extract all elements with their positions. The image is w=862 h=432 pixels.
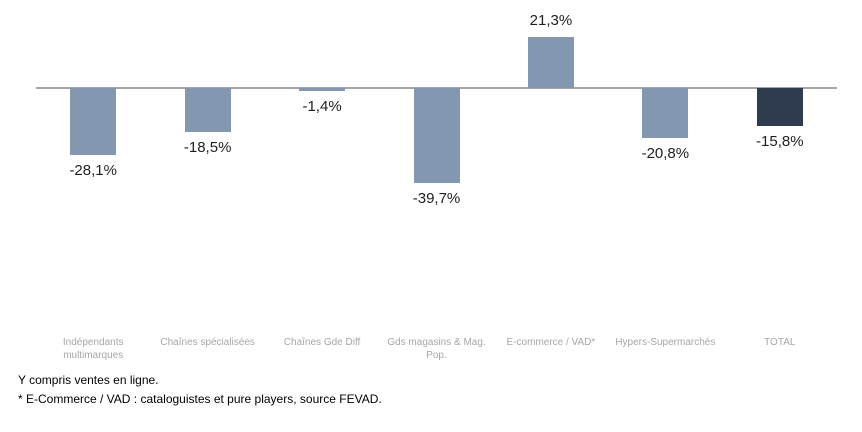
category-label-chaines-specialisees: Chaînes spécialisées — [160, 337, 255, 348]
category-label-hypers-supermarches: Hypers-Supermarchés — [615, 337, 716, 348]
category-label-e-commerce-vad: E-commerce / VAD* — [506, 337, 596, 348]
bar-chaines-specialisees — [184, 88, 231, 133]
footnote-line-1: Y compris ventes en ligne. — [18, 373, 159, 387]
value-label-hypers-supermarches: -20,8% — [641, 144, 690, 162]
category-axis: Indépendants multimarques Chaînes spécial… — [0, 336, 862, 370]
bar-chart: -28,1% -18,5% -1,4% -39,7% 21,3% -20,8% -15,8% — [36, 11, 837, 208]
category-label-total: TOTAL — [764, 337, 796, 348]
value-label-e-commerce-vad: 21,3% — [529, 11, 573, 29]
value-label-total: -15,8% — [756, 132, 804, 150]
bar-total — [756, 88, 803, 126]
bar-chaines-gde-diff — [299, 88, 346, 92]
footnote-line-2: * E-Commerce / VAD : cataloguistes et pu… — [18, 392, 382, 406]
bar-gds-magasins-mag-pop — [413, 88, 460, 184]
value-label-chaines-gde-diff: -1,4% — [302, 98, 342, 116]
category-label-chaines-gde-diff: Chaînes Gde Diff — [283, 337, 361, 348]
category-label-independants-multimarques: Indépendants multimarques — [62, 337, 124, 361]
x-axis-line — [36, 87, 837, 89]
bar-independants-multimarques — [70, 88, 117, 156]
value-label-chaines-specialisees: -18,5% — [183, 139, 232, 157]
footnotes: Y compris ventes en ligne. * E-Commerce … — [18, 371, 382, 409]
value-label-gds-magasins-mag-pop: -39,7% — [412, 190, 461, 208]
bar-hypers-supermarches — [642, 88, 689, 138]
category-label-gds-magasins-mag-pop: Gds magasins & Mag. Pop. — [387, 337, 486, 361]
value-label-independants-multimarques: -28,1% — [69, 162, 117, 180]
bar-e-commerce-vad — [527, 36, 574, 88]
